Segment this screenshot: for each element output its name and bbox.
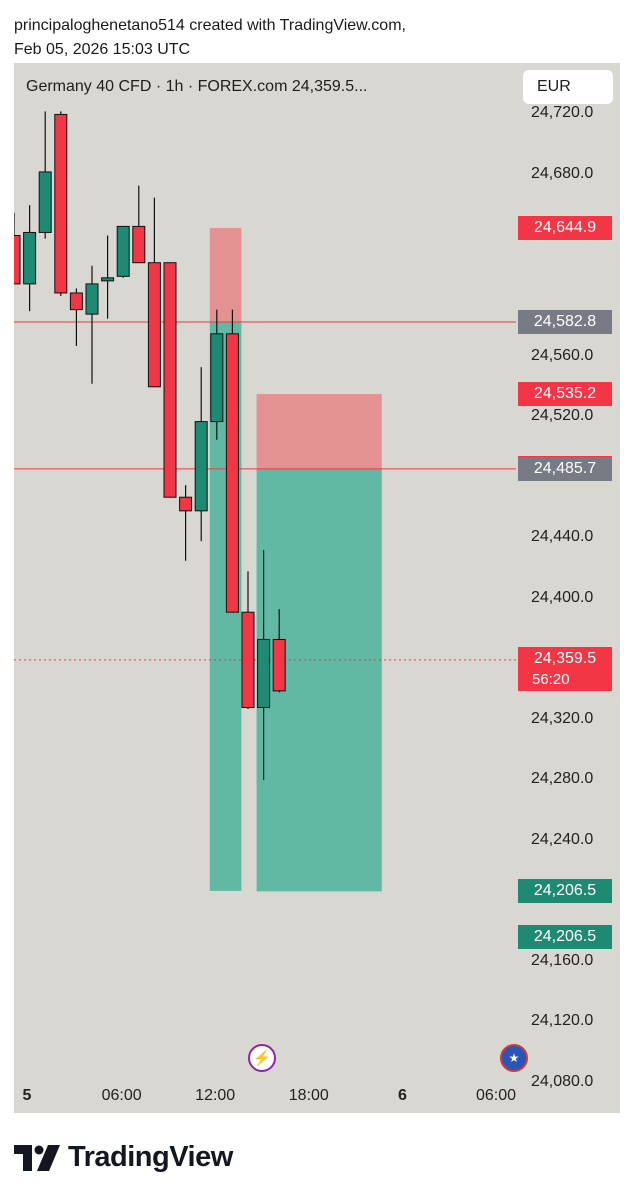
price-badge: 24,644.9 (518, 216, 612, 241)
bar-countdown-timer: 56:20 (518, 670, 612, 691)
candle-body (54, 113, 68, 294)
chart-panel[interactable]: Germany 40 CFD · 1h · FOREX.com 24,359.5… (14, 63, 620, 1113)
time-tick-label: 12:00 (195, 1087, 236, 1104)
price-tick-label: 24,320.0 (531, 709, 594, 727)
chart-plot[interactable] (14, 63, 620, 1113)
candle-body (101, 277, 115, 282)
candle-body (257, 638, 271, 709)
candle-body (69, 292, 83, 311)
tradingview-logo-text: TradingView (68, 1141, 233, 1173)
price-tick-label: 24,240.0 (531, 830, 594, 848)
price-tick-label: 24,680.0 (531, 164, 594, 182)
last-price-badge: 24,359.5 (518, 646, 612, 671)
tradingview-logo: TradingView (14, 1141, 233, 1174)
candle-body (241, 611, 255, 709)
time-tick-label: 5 (22, 1087, 32, 1104)
price-tick-label: 24,080.0 (531, 1072, 594, 1090)
price-badge: 24,535.2 (518, 382, 612, 407)
tradingview-logo-icon (14, 1144, 60, 1171)
candle-body (147, 262, 161, 388)
price-tick-label: 24,280.0 (531, 770, 594, 788)
price-badge: 24,206.5 (518, 879, 612, 904)
price-tick-label: 24,440.0 (531, 528, 594, 546)
time-tick-label: 6 (397, 1087, 407, 1104)
price-tick-label: 24,400.0 (531, 588, 594, 606)
candle-body (225, 333, 239, 613)
currency-button[interactable]: EUR (523, 70, 613, 104)
stop-loss-zone (209, 228, 242, 323)
symbol-header[interactable]: Germany 40 CFD · 1h · FOREX.com 24,359.5… (26, 78, 368, 95)
candle-body (179, 496, 193, 512)
price-badge: 24,206.5 (518, 924, 612, 949)
candle-body (210, 333, 224, 423)
price-tick-label: 24,160.0 (531, 951, 594, 969)
price-tick-label: 24,720.0 (531, 104, 594, 122)
price-tick-label: 24,560.0 (531, 346, 594, 364)
candle-body (194, 421, 208, 512)
credit-author: principaloghenetano514 created with Trad… (14, 17, 406, 34)
time-tick-label: 06:00 (101, 1087, 142, 1104)
candle-body (132, 225, 146, 264)
candle-body (38, 171, 52, 233)
economic-event-icon[interactable]: ★ (500, 1044, 528, 1072)
candle-body (116, 225, 130, 277)
chart-credit: principaloghenetano514 created with Trad… (14, 14, 406, 62)
lightning-icon[interactable]: ⚡ (248, 1044, 276, 1072)
price-badge: 24,582.8 (518, 310, 612, 335)
time-tick-label: 06:00 (475, 1087, 517, 1104)
stop-loss-zone (256, 394, 382, 469)
candle-body (23, 231, 37, 285)
price-tick-label: 24,520.0 (531, 407, 594, 425)
candle-body (163, 262, 177, 498)
price-badge: 24,485.7 (518, 456, 612, 481)
candle-body (85, 283, 99, 315)
price-tick-label: 24,120.0 (531, 1012, 594, 1030)
candle-body (272, 638, 286, 692)
time-tick-label: 18:00 (288, 1087, 329, 1104)
candle-body (14, 234, 21, 285)
credit-timestamp: Feb 05, 2026 15:03 UTC (14, 41, 191, 58)
